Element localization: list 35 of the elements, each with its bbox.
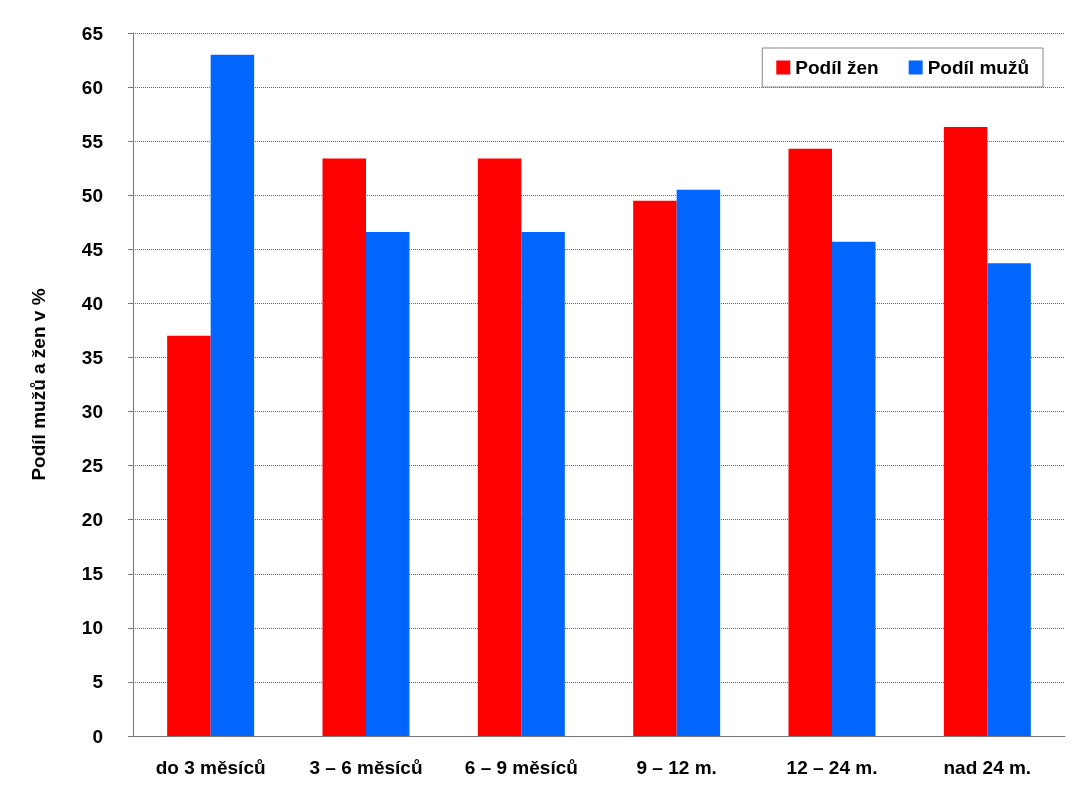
y-tick-label: 40 [81,292,103,314]
y-tick-label: 25 [81,455,104,477]
y-tick-label: 35 [81,346,104,368]
bar [322,158,366,736]
bar [477,158,522,736]
x-tick-label: 12 – 24 m. [786,757,878,778]
x-tick-label: 6 – 9 měsíců [464,757,578,778]
bar [832,241,876,736]
legend-label: Podíl mužů [927,57,1029,78]
y-tick-label: 55 [81,130,104,152]
x-tick-label: 3 – 6 měsíců [309,757,423,778]
bar [987,263,1031,736]
y-tick-label: 5 [92,671,104,693]
y-tick-label: 10 [81,617,103,639]
y-tick-label: 30 [81,401,103,423]
y-tick-label: 0 [92,725,103,747]
bar [633,200,677,736]
y-tick-label: 20 [81,509,103,531]
x-tick-label: 9 – 12 m. [636,757,717,778]
bar [943,127,988,736]
y-axis-title: Podíl mužů a žen v % [28,288,49,481]
y-tick-label: 50 [81,184,103,206]
x-tick-label: nad 24 m. [943,757,1032,778]
y-tick-label: 65 [81,22,104,44]
y-tick-label: 60 [81,76,103,98]
bar [210,54,255,736]
bar [521,232,565,736]
bar [167,335,211,736]
y-tick-label: 15 [81,563,104,585]
bar [788,148,832,736]
bar [676,189,721,736]
x-tick-label: do 3 měsíců [155,757,266,778]
legend-label: Podíl žen [795,57,879,78]
y-tick-label: 45 [81,238,104,260]
bar [366,232,410,736]
